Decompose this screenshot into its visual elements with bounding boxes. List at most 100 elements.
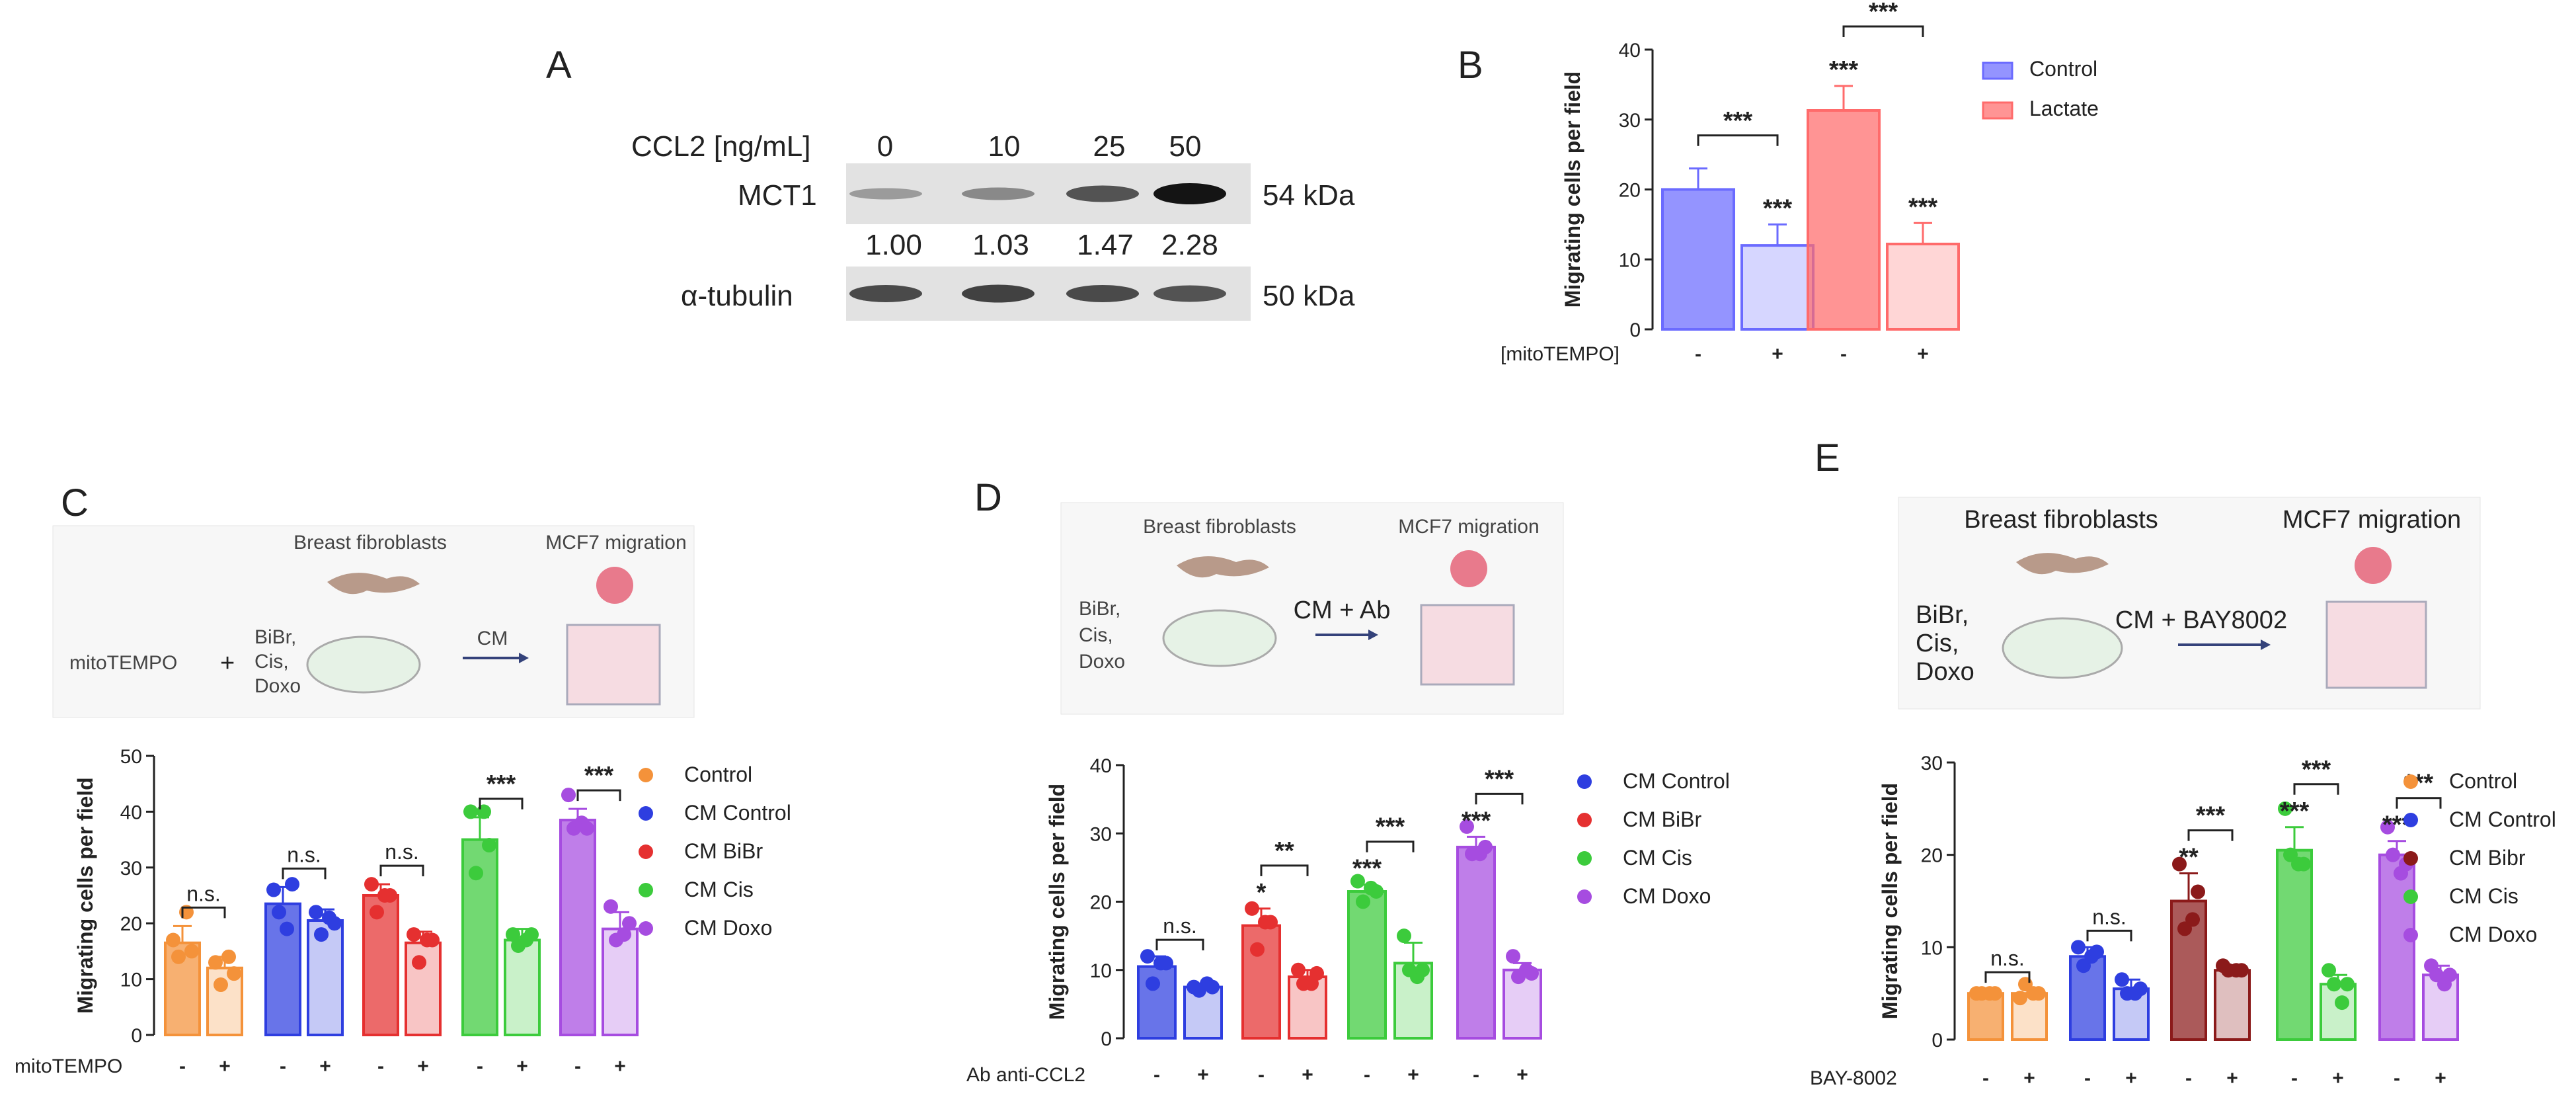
legend-swatch [1577,813,1592,827]
band-MCT1-2 [1066,185,1139,202]
bracket-label: n.s. [2092,905,2127,928]
panel-letter-e: E [1815,436,1840,479]
significance-bracket [1984,971,2031,983]
schematic-e-arrow-label: CM + BAY8002 [2115,606,2287,634]
significance-bracket [1475,792,1524,805]
transwell-icon [2325,600,2427,689]
data-point [1291,962,1306,977]
legend-label: CM Cis [2449,884,2518,908]
bar [504,938,541,1037]
bracket-label: ** [1274,837,1294,865]
legend-label: Control [2029,57,2097,81]
significance-bracket [181,906,226,919]
data-point [2340,977,2355,992]
fibroblast-cell-icon [2016,553,2109,575]
data-point [469,866,483,881]
data-point [2442,967,2457,983]
significance-bracket [282,867,327,880]
band-α-tubulin-3 [1153,285,1226,302]
legend-swatch [2403,851,2418,866]
data-point [482,838,496,853]
band-MCT1-1 [962,187,1034,200]
dose-0: 0 [877,130,893,163]
schematic-c-drug-1: BiBr, [254,626,296,648]
data-point [2327,977,2341,992]
bar [1456,845,1496,1040]
data-point [1159,956,1173,971]
data-point [1140,949,1155,964]
schematic-d-migration: MCF7 migration [1398,516,1539,538]
data-point [1415,962,1430,977]
data-point [604,899,618,914]
petri-dish-icon [1162,609,1277,667]
y-tick-label: 0 [131,1025,142,1047]
bracket-label: *** [2302,756,2331,784]
legend-label: CM Doxo [2449,923,2537,946]
treatment-sign: + [1197,1064,1209,1086]
legend-label: CM Doxo [1623,884,1711,908]
treatment-label: [mitoTEMPO] [1501,343,1620,365]
legend-swatch [1577,851,1592,866]
y-tick-label: 40 [120,802,142,823]
bar [2214,969,2251,1041]
bar [1740,244,1815,331]
significance-bracket [2187,829,2234,841]
bar [1241,924,1281,1040]
bar [2320,983,2357,1041]
data-point [2133,981,2148,997]
significance-bracket [1366,841,1415,852]
bar [602,927,639,1037]
data-point [171,949,186,964]
legend-label: CM Control [684,801,791,825]
bar [1807,109,1881,331]
legend-swatch [1982,62,2013,80]
significance-label: *** [1763,194,1793,222]
treatment-sign: + [2435,1067,2446,1089]
y-tick-label: 10 [1090,960,1112,982]
y-axis-title: Migrating cells per field [1561,71,1584,308]
legend-label: CM BiBr [684,839,763,863]
treatment-sign: + [417,1055,429,1077]
dose-25: 25 [1093,130,1126,163]
data-point [2089,944,2104,960]
panel-letter-a: A [546,44,572,87]
treatment-sign: + [2226,1067,2238,1089]
bracket-label: *** [1723,107,1753,135]
treatment-sign: + [1302,1064,1313,1086]
data-point [227,966,241,981]
legend-swatch [1577,774,1592,789]
treatment-sign: - [1153,1064,1160,1086]
bracket-label: *** [2196,802,2226,830]
petri-dish-icon [2002,617,2123,679]
data-point [166,932,180,948]
data-point [561,788,576,803]
schematic-c-migration: MCF7 migration [545,532,686,554]
data-point [1356,894,1370,909]
data-point [2115,972,2129,987]
y-tick-label: 20 [120,913,142,935]
data-point [1524,966,1539,981]
y-tick-label: 40 [1619,40,1641,62]
bracket-label: *** [1869,0,1898,26]
data-point [2071,940,2086,955]
treatment-sign: - [1364,1064,1370,1086]
treatment-sign: - [1473,1064,1479,1086]
panel-a: A CCL2 [ng/mL] 0 10 25 50 MCT1 54 kDa 1.… [546,44,1355,321]
chart-b: 0 10 20 30 40 Migrating cells per field [mitoT… [1501,0,2099,365]
arrow-head-icon [519,653,529,663]
y-tick-label: 20 [1090,892,1112,914]
schematic-c-fibroblasts: Breast fibroblasts [293,532,447,554]
treatment-sign: - [280,1055,286,1077]
chart-d: 0 10 20 30 40 Migrating cells per field Ab ant… [966,755,1730,1086]
data-point [1245,901,1259,916]
data-point [221,949,236,964]
panel-d: D Breast fibroblasts MCF7 migration BiBr… [966,476,1730,1086]
treatment-sign: + [2125,1067,2137,1089]
band-MCT1-3 [1153,183,1226,204]
treatment-sign: - [2185,1067,2192,1089]
data-point [370,905,384,920]
treatment-sign: - [1840,343,1847,365]
quant-25: 1.47 [1077,229,1134,261]
schematic-e: Breast fibroblasts MCF7 migration BiBr, … [1898,497,2481,710]
legend-label: CM Cis [1623,846,1692,870]
